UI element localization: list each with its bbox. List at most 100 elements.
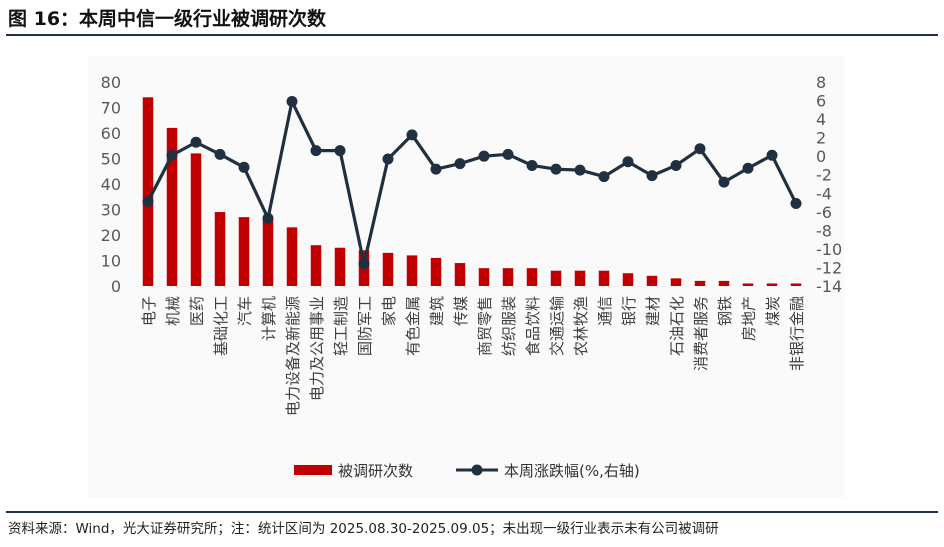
bar [622, 273, 634, 286]
category-label: 传媒 [452, 296, 470, 326]
bar [382, 252, 394, 286]
bar [502, 268, 514, 286]
category-label: 国防军工 [356, 296, 374, 356]
bar [454, 263, 466, 286]
category-label: 石油石化 [668, 296, 686, 356]
category-label: 汽车 [236, 296, 254, 326]
line-series [142, 95, 802, 270]
line-point [214, 148, 226, 160]
category-label: 非银行金融 [788, 296, 806, 371]
bar [574, 270, 586, 286]
left-tick-label: 80 [101, 73, 121, 92]
category-label: 商贸零售 [476, 296, 494, 356]
left-tick-label: 20 [101, 226, 121, 245]
line-point [382, 153, 394, 165]
category-label: 交通运输 [548, 296, 566, 356]
line-point [526, 159, 538, 171]
legend: 被调研次数 本周涨跌幅(%,右轴) [294, 462, 640, 480]
line-point [694, 143, 706, 155]
right-tick-label: -4 [816, 184, 832, 203]
left-tick-label: 10 [101, 252, 121, 271]
right-tick-label: 2 [816, 129, 826, 148]
right-tick-label: -10 [816, 240, 842, 259]
bar [646, 275, 658, 286]
category-label: 家电 [380, 296, 398, 326]
left-tick-label: 70 [101, 99, 121, 118]
left-tick-label: 50 [101, 150, 121, 169]
left-tick-label: 40 [101, 175, 121, 194]
bar [310, 245, 322, 286]
bar [238, 217, 250, 286]
left-axis: 0 10 20 30 40 50 60 70 80 [101, 73, 121, 296]
right-tick-label: -6 [816, 203, 832, 222]
bar-series [142, 97, 802, 287]
bar [430, 257, 442, 286]
line-point [358, 258, 370, 270]
category-label: 建筑 [428, 296, 446, 326]
bar [262, 219, 274, 286]
bottom-divider [6, 511, 938, 513]
right-tick-label: 6 [816, 92, 826, 111]
plot-background [88, 56, 844, 498]
line-point [478, 150, 490, 162]
category-label: 建材 [644, 296, 662, 326]
left-tick-label: 0 [111, 277, 121, 296]
category-label: 机械 [164, 296, 182, 326]
line-point [670, 159, 682, 171]
category-label: 钢铁 [716, 296, 734, 326]
left-tick-label: 60 [101, 124, 121, 143]
category-label: 农林牧渔 [572, 296, 590, 356]
category-label: 银行 [620, 296, 638, 326]
line-point [454, 158, 466, 170]
line-point [190, 136, 202, 148]
top-divider [6, 34, 938, 36]
bar [478, 268, 490, 286]
bar [790, 283, 802, 286]
bar [598, 270, 610, 286]
category-labels: 电子 机械 医药 基础化工 汽车 计算机 电力设备及新能源 电力及公用事业 轻工制造 国防军工 家电… [140, 296, 806, 416]
right-tick-label: 8 [816, 73, 826, 92]
line-point [790, 197, 802, 209]
right-tick-label: 4 [816, 110, 826, 129]
line-point [286, 95, 298, 107]
bar [766, 283, 778, 286]
bar [190, 153, 202, 286]
category-label: 计算机 [260, 296, 278, 341]
bar [670, 278, 682, 286]
category-label: 基础化工 [212, 296, 230, 356]
category-label: 通信 [596, 296, 614, 326]
category-label: 房地产 [740, 296, 758, 341]
right-tick-label: -8 [816, 221, 832, 240]
line-point [574, 164, 586, 176]
right-tick-label: -14 [816, 277, 842, 296]
left-tick-label: 30 [101, 201, 121, 220]
line-point [310, 145, 322, 157]
bar [742, 283, 754, 286]
category-label: 煤炭 [764, 296, 782, 326]
category-label: 有色金属 [404, 296, 422, 356]
legend-label-line: 本周涨跌幅(%,右轴) [504, 462, 640, 480]
category-label: 医药 [188, 296, 206, 326]
bar [286, 227, 298, 286]
line-point [430, 163, 442, 175]
category-label: 纺织服装 [500, 296, 518, 356]
legend-swatch-marker [471, 464, 483, 476]
figure-title: 图 16：本周中信一级行业被调研次数 [8, 8, 327, 30]
category-label: 电力设备及新能源 [284, 296, 302, 416]
line-point [502, 148, 514, 160]
right-tick-label: 0 [816, 147, 826, 166]
line-point [766, 149, 778, 161]
bar [166, 127, 178, 287]
right-tick-label: -2 [816, 166, 832, 185]
line-point [550, 163, 562, 175]
bar [694, 280, 706, 286]
source-note: 资料来源：Wind，光大证券研究所；注：统计区间为 2025.08.30-202… [8, 521, 719, 537]
bar [334, 247, 346, 286]
line-point [622, 156, 634, 168]
bar [718, 280, 730, 286]
legend-label-bar: 被调研次数 [338, 462, 413, 480]
bar [550, 270, 562, 286]
line-point [406, 129, 418, 141]
line-point [238, 161, 250, 173]
